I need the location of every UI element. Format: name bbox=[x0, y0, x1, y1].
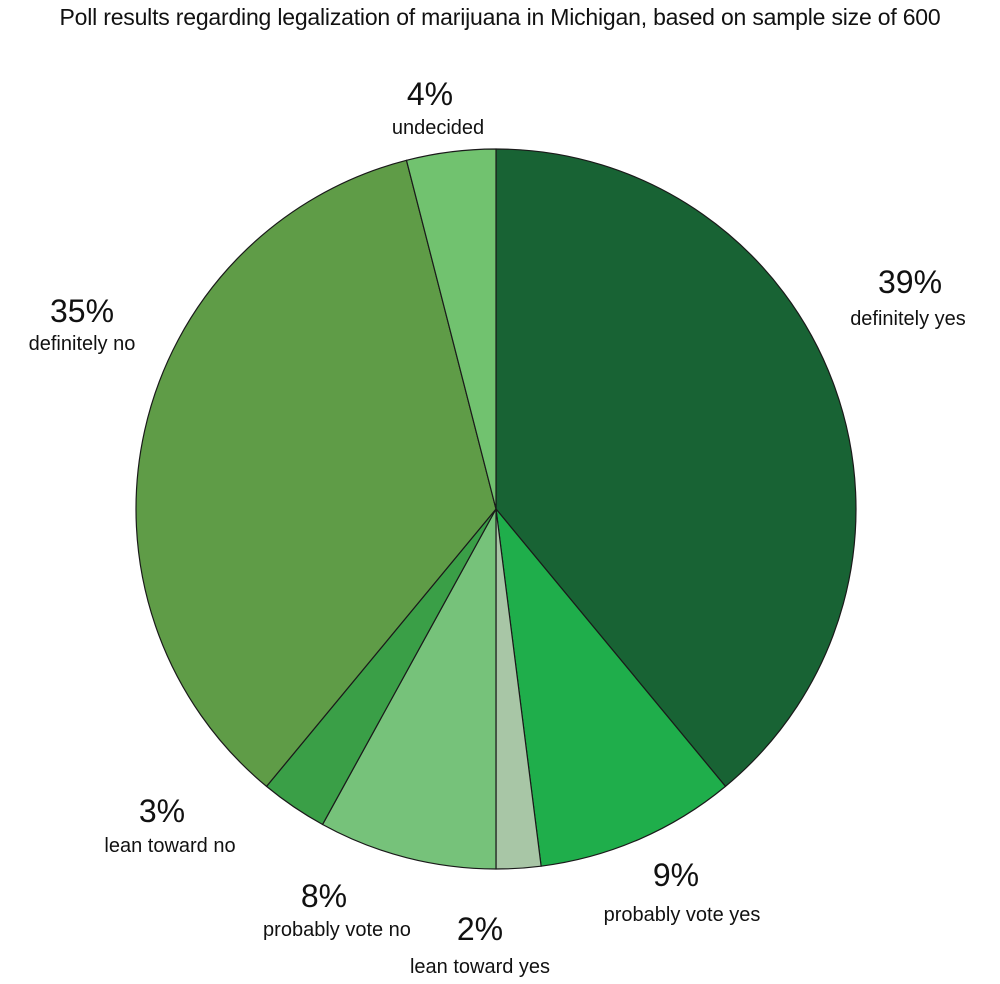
slice-value-label-definitely-yes: 39% bbox=[878, 264, 942, 300]
slice-name-label-probably-vote-yes: probably vote yes bbox=[604, 904, 761, 926]
slice-name-label-undecided: undecided bbox=[392, 117, 484, 139]
slice-value-label-lean-toward-yes: 2% bbox=[457, 911, 503, 947]
slice-value-label-probably-vote-no: 8% bbox=[301, 878, 347, 914]
slice-value-label-definitely-no: 35% bbox=[50, 293, 114, 329]
slice-name-label-lean-toward-no: lean toward no bbox=[104, 835, 235, 857]
pie-slice-definitely-yes bbox=[495, 148, 857, 787]
pie-labels: 39% definitely yes 9% probably vote yes 2% le… bbox=[29, 76, 966, 978]
pie-slice-definitely-no bbox=[135, 159, 497, 787]
chart-title: Poll results regarding legalization of m… bbox=[59, 4, 941, 30]
slice-value-label-probably-vote-yes: 9% bbox=[653, 857, 699, 893]
pie-slice-probably-vote-yes bbox=[495, 508, 727, 867]
slice-value-label-undecided: 4% bbox=[407, 76, 453, 112]
pie-slice-probably-vote-no bbox=[321, 508, 497, 870]
slice-name-label-definitely-yes: definitely yes bbox=[850, 308, 966, 330]
pie-slice-undecided bbox=[405, 148, 497, 510]
slice-name-label-lean-toward-yes: lean toward yes bbox=[410, 956, 550, 978]
slice-name-label-probably-vote-no: probably vote no bbox=[263, 919, 411, 941]
slice-name-label-definitely-no: definitely no bbox=[29, 333, 136, 355]
pie-slices bbox=[135, 148, 857, 870]
slice-value-label-lean-toward-no: 3% bbox=[139, 793, 185, 829]
